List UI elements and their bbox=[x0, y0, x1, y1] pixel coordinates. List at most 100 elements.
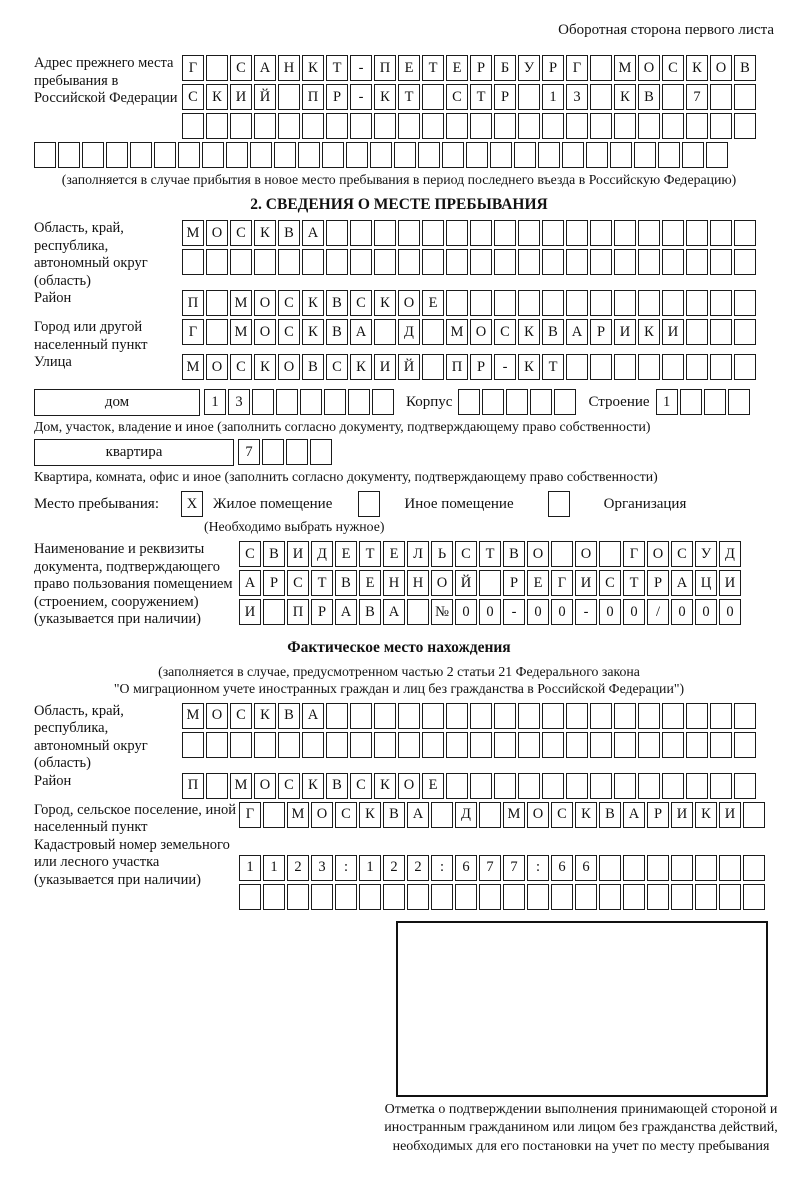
char-cell[interactable]: О bbox=[254, 319, 276, 345]
char-cell[interactable]: Т bbox=[542, 354, 564, 380]
char-cell[interactable]: 2 bbox=[287, 854, 309, 881]
char-cell[interactable] bbox=[370, 142, 392, 168]
char-cell[interactable] bbox=[710, 731, 732, 758]
char-cell[interactable] bbox=[662, 290, 684, 316]
char-cell[interactable] bbox=[350, 731, 372, 758]
char-cell[interactable]: - bbox=[575, 599, 597, 625]
char-cell[interactable] bbox=[719, 854, 741, 881]
char-cell[interactable] bbox=[470, 772, 492, 799]
char-cell[interactable] bbox=[566, 249, 588, 275]
previous-address-row-3[interactable] bbox=[182, 113, 758, 139]
char-cell[interactable]: 1 bbox=[239, 854, 261, 881]
char-cell[interactable]: О bbox=[575, 541, 597, 567]
char-cell[interactable]: К bbox=[686, 55, 708, 81]
char-cell[interactable]: 0 bbox=[695, 599, 717, 625]
char-cell[interactable] bbox=[671, 854, 693, 881]
char-cell[interactable]: О bbox=[254, 290, 276, 316]
char-cell[interactable] bbox=[34, 142, 56, 168]
char-cell[interactable] bbox=[394, 142, 416, 168]
char-cell[interactable] bbox=[466, 142, 488, 168]
char-cell[interactable] bbox=[206, 249, 228, 275]
char-cell[interactable]: О bbox=[206, 702, 228, 729]
char-cell[interactable]: 1 bbox=[263, 854, 285, 881]
char-cell[interactable]: М bbox=[182, 702, 204, 729]
char-cell[interactable]: К bbox=[206, 84, 228, 110]
checkbox-organization[interactable] bbox=[538, 491, 580, 517]
char-cell[interactable] bbox=[566, 113, 588, 139]
char-cell[interactable]: : bbox=[335, 854, 357, 881]
char-cell[interactable]: Р bbox=[326, 84, 348, 110]
char-cell[interactable]: Т bbox=[359, 541, 381, 567]
char-cell[interactable]: О bbox=[527, 801, 549, 828]
char-cell[interactable] bbox=[638, 113, 660, 139]
char-cell[interactable] bbox=[710, 220, 732, 246]
char-cell[interactable] bbox=[470, 731, 492, 758]
char-cell[interactable] bbox=[686, 354, 708, 380]
char-cell[interactable] bbox=[254, 249, 276, 275]
previous-address-row-4[interactable] bbox=[34, 142, 800, 168]
char-cell[interactable] bbox=[638, 702, 660, 729]
char-cell[interactable] bbox=[278, 731, 300, 758]
char-cell[interactable] bbox=[230, 731, 252, 758]
char-cell[interactable] bbox=[542, 220, 564, 246]
char-cell[interactable] bbox=[734, 772, 756, 799]
char-cell[interactable] bbox=[178, 142, 200, 168]
char-cell[interactable]: С bbox=[551, 801, 573, 828]
char-cell[interactable]: А bbox=[350, 319, 372, 345]
char-cell[interactable] bbox=[710, 249, 732, 275]
char-cell[interactable] bbox=[254, 113, 276, 139]
char-cell[interactable] bbox=[662, 354, 684, 380]
char-cell[interactable] bbox=[590, 55, 612, 81]
char-cell[interactable] bbox=[623, 883, 645, 910]
char-cell[interactable]: Е bbox=[383, 541, 405, 567]
char-cell[interactable] bbox=[518, 113, 540, 139]
char-cell[interactable] bbox=[590, 702, 612, 729]
char-cell[interactable] bbox=[518, 84, 540, 110]
char-cell[interactable] bbox=[446, 702, 468, 729]
char-cell[interactable] bbox=[638, 731, 660, 758]
char-cell[interactable]: Д bbox=[719, 541, 741, 567]
char-cell[interactable]: Р bbox=[647, 801, 669, 828]
char-cell[interactable]: Г bbox=[551, 570, 573, 596]
char-cell[interactable] bbox=[662, 220, 684, 246]
char-cell[interactable] bbox=[398, 113, 420, 139]
char-cell[interactable] bbox=[418, 142, 440, 168]
char-cell[interactable]: Й bbox=[455, 570, 477, 596]
char-cell[interactable] bbox=[614, 113, 636, 139]
char-cell[interactable] bbox=[518, 731, 540, 758]
char-cell[interactable]: 3 bbox=[566, 84, 588, 110]
char-cell[interactable]: И bbox=[287, 541, 309, 567]
char-cell[interactable]: Р bbox=[470, 55, 492, 81]
char-cell[interactable] bbox=[383, 883, 405, 910]
char-cell[interactable] bbox=[614, 731, 636, 758]
char-cell[interactable] bbox=[554, 389, 577, 415]
char-cell[interactable] bbox=[614, 249, 636, 275]
char-cell[interactable] bbox=[206, 55, 228, 81]
char-cell[interactable]: Б bbox=[494, 55, 516, 81]
char-cell[interactable] bbox=[590, 84, 612, 110]
char-cell[interactable] bbox=[662, 249, 684, 275]
char-cell[interactable]: 1 bbox=[204, 389, 226, 415]
char-cell[interactable] bbox=[350, 220, 372, 246]
char-cell[interactable] bbox=[743, 854, 765, 881]
char-cell[interactable] bbox=[506, 389, 529, 415]
char-cell[interactable] bbox=[470, 113, 492, 139]
char-cell[interactable] bbox=[590, 772, 612, 799]
char-cell[interactable]: У bbox=[695, 541, 717, 567]
char-cell[interactable]: М bbox=[230, 772, 252, 799]
char-cell[interactable] bbox=[276, 389, 298, 415]
char-cell[interactable] bbox=[302, 113, 324, 139]
char-cell[interactable] bbox=[298, 142, 320, 168]
char-cell[interactable] bbox=[311, 883, 333, 910]
char-cell[interactable]: К bbox=[359, 801, 381, 828]
char-cell[interactable]: С bbox=[278, 290, 300, 316]
char-cell[interactable]: М bbox=[230, 319, 252, 345]
char-cell[interactable]: В bbox=[383, 801, 405, 828]
char-cell[interactable]: С bbox=[599, 570, 621, 596]
char-cell[interactable]: К bbox=[614, 84, 636, 110]
char-cell[interactable] bbox=[518, 702, 540, 729]
char-cell[interactable] bbox=[326, 220, 348, 246]
char-cell[interactable] bbox=[422, 113, 444, 139]
char-cell[interactable] bbox=[262, 439, 284, 465]
